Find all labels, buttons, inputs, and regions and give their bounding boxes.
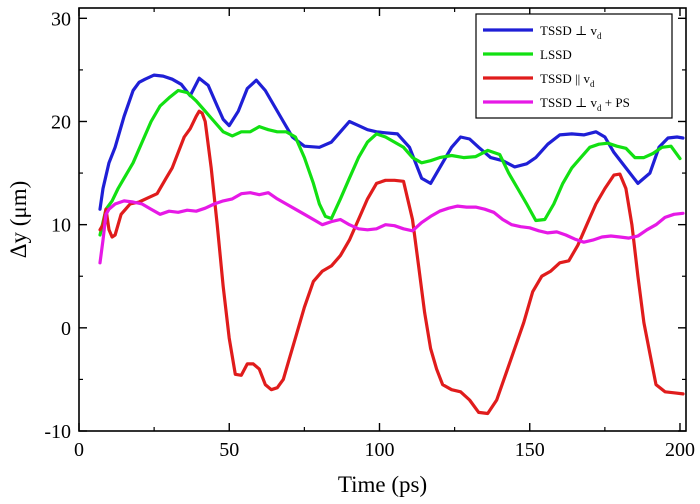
x-axis-title: Time (ps) — [338, 472, 427, 497]
legend: TSSD ⊥ vd LSSD TSSD || vd TSSD ⊥ vd + PS — [475, 13, 673, 119]
series-line-3 — [98, 109, 685, 416]
series-line-4 — [98, 191, 685, 265]
y-tick-label: 0 — [61, 318, 71, 340]
legend-label: LSSD — [540, 47, 572, 62]
x-tick-label: 150 — [515, 439, 545, 461]
y-tick-label: 10 — [51, 215, 71, 237]
plot-frame — [78, 7, 687, 432]
y-axis-title: Δy (μm) — [6, 181, 31, 259]
legend-label: TSSD ⊥ vd + PS — [540, 95, 630, 113]
x-tick-label: 100 — [364, 439, 394, 461]
legend-label: TSSD || vd — [540, 71, 595, 89]
legend-label: TSSD ⊥ vd — [540, 23, 602, 41]
y-tick-label: 20 — [51, 111, 71, 133]
x-tick-label: 0 — [74, 439, 84, 461]
series-line-1 — [98, 73, 685, 211]
y-tick-label: -10 — [44, 421, 71, 443]
series-layer — [98, 73, 685, 416]
x-tick-label: 50 — [219, 439, 239, 461]
series-line-2 — [98, 88, 682, 237]
y-tick-label: 30 — [51, 8, 71, 30]
x-tick-label: 200 — [665, 439, 695, 461]
